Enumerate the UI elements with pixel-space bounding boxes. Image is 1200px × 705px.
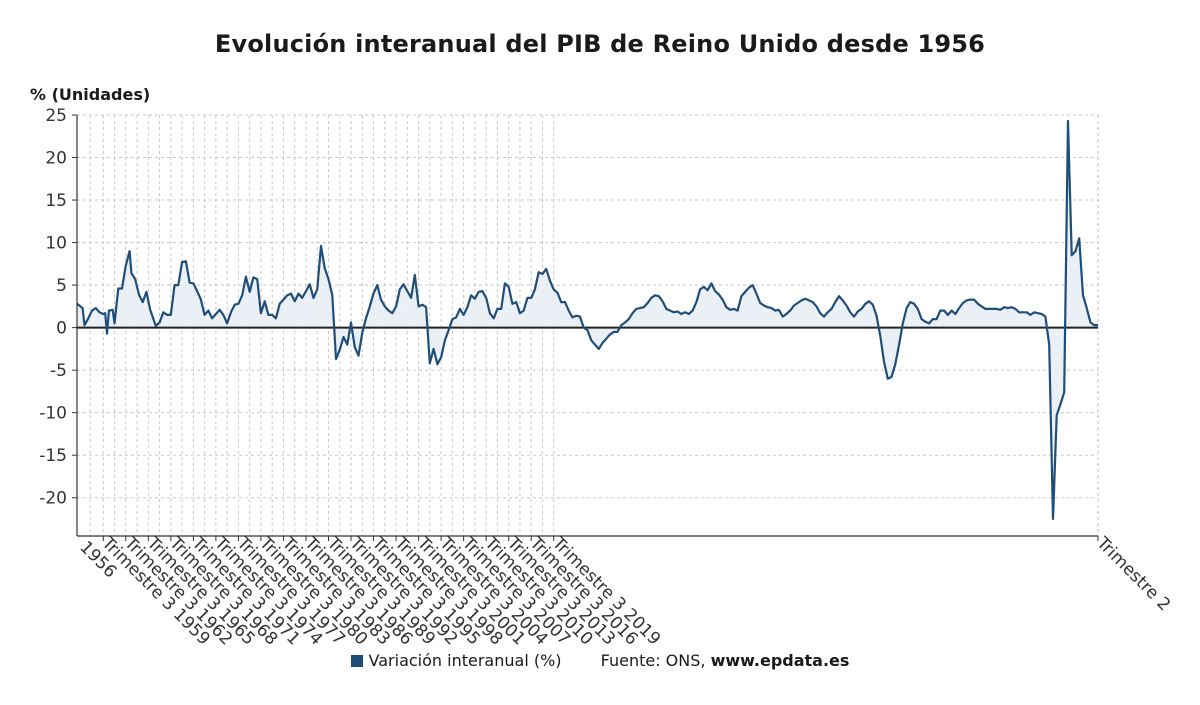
y-tick-label: 0 xyxy=(56,319,67,339)
y-tick-label: -5 xyxy=(50,361,67,381)
y-axis-unit-label: % (Unidades) xyxy=(30,85,151,104)
series-area xyxy=(77,121,1098,519)
y-tick-label: 20 xyxy=(45,149,67,169)
y-tick-label: -10 xyxy=(39,404,67,424)
source-prefix: Fuente: ONS, xyxy=(600,651,706,670)
legend-label: Variación interanual (%) xyxy=(368,651,562,670)
series-line xyxy=(76,119,1098,521)
source-site: www.epdata.es xyxy=(710,651,850,670)
legend-swatch xyxy=(350,655,363,667)
y-tick-label: -20 xyxy=(39,489,67,509)
legend: Variación interanual (%) Fuente: ONS, ww… xyxy=(0,651,1200,670)
y-tick-label: 10 xyxy=(45,234,67,254)
y-tick-label: 25 xyxy=(45,106,67,126)
source-note: Fuente: ONS, www.epdata.es xyxy=(601,651,850,670)
series-line-path xyxy=(76,119,1098,521)
y-axis-ticks: 25 20 15 10 5 0 -5 -10 -15 -20 xyxy=(39,106,77,509)
x-tick-label: Trimestre 2 xyxy=(1092,533,1174,615)
y-tick-label: 15 xyxy=(45,191,67,211)
chart-title: Evolución interanual del PIB de Reino Un… xyxy=(214,30,986,58)
y-tick-label: -15 xyxy=(39,446,67,466)
y-tick-label: 5 xyxy=(56,276,67,296)
series-area-fill xyxy=(77,121,1098,519)
